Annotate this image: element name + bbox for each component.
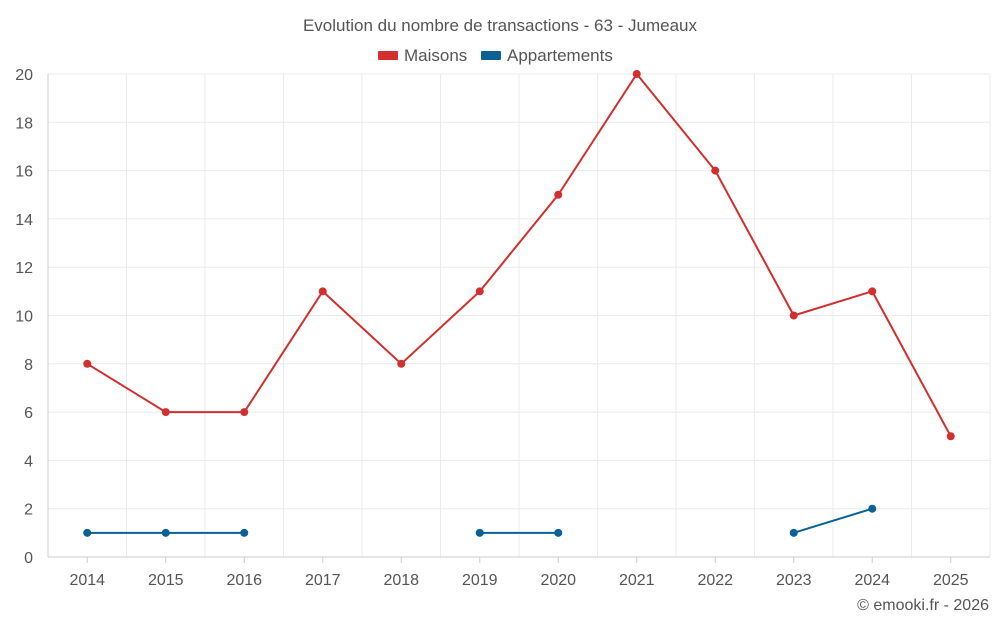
- y-tick-label: 6: [24, 405, 33, 422]
- y-tick-label: 8: [24, 357, 33, 374]
- x-tick-label: 2022: [697, 572, 733, 589]
- x-tick-label: 2024: [854, 572, 890, 589]
- x-tick-label: 2018: [383, 572, 419, 589]
- y-tick-label: 10: [15, 309, 33, 326]
- legend-label-appartements: Appartements: [507, 46, 613, 65]
- data-point-maisons[interactable]: [318, 287, 327, 296]
- data-point-maisons[interactable]: [475, 287, 484, 296]
- data-point-appartements[interactable]: [789, 528, 798, 537]
- legend-swatch-appartements: [481, 51, 501, 60]
- y-tick-label: 16: [15, 164, 33, 181]
- data-point-appartements[interactable]: [868, 504, 877, 513]
- series-maisons: [83, 70, 955, 441]
- x-tick-label: 2014: [69, 572, 105, 589]
- y-tick-label: 4: [24, 453, 33, 470]
- y-axis: 0 2 4 6 8 10 12 14 16 18 20: [15, 67, 49, 567]
- y-tick-label: 14: [15, 212, 33, 229]
- data-point-maisons[interactable]: [554, 190, 563, 199]
- x-tick-label: 2016: [226, 572, 262, 589]
- x-axis: 2014 2015 2016 2017 2018 2019 2020 2021 2022 2023…: [48, 556, 990, 589]
- legend-item-maisons[interactable]: Maisons: [378, 46, 467, 65]
- data-point-maisons[interactable]: [83, 359, 92, 368]
- y-tick-label: 2: [24, 502, 33, 519]
- x-tick-label: 2025: [933, 572, 969, 589]
- data-point-appartements[interactable]: [240, 528, 249, 537]
- series-layer: [83, 70, 955, 537]
- x-tick-label: 2019: [462, 572, 498, 589]
- chart-title: Evolution du nombre de transactions - 63…: [303, 16, 698, 35]
- data-point-maisons[interactable]: [240, 408, 249, 417]
- data-point-appartements[interactable]: [161, 528, 170, 537]
- y-tick-label: 12: [15, 260, 33, 277]
- y-tick-label: 0: [24, 550, 33, 567]
- legend-item-appartements[interactable]: Appartements: [481, 46, 613, 65]
- series-line-maisons: [86, 73, 952, 437]
- legend: Maisons Appartements: [378, 46, 613, 65]
- y-tick-label: 18: [15, 115, 33, 132]
- legend-label-maisons: Maisons: [404, 46, 467, 65]
- credit-text: © emooki.fr - 2026: [857, 597, 989, 614]
- data-point-appartements[interactable]: [83, 528, 92, 537]
- x-tick-label: 2017: [305, 572, 341, 589]
- data-point-maisons[interactable]: [868, 287, 877, 296]
- data-point-maisons[interactable]: [711, 166, 720, 175]
- data-point-maisons[interactable]: [161, 408, 170, 417]
- x-tick-label: 2023: [776, 572, 812, 589]
- y-tick-label: 20: [15, 67, 33, 84]
- series-line-appartements: [793, 507, 873, 534]
- x-tick-label: 2020: [540, 572, 576, 589]
- data-point-maisons[interactable]: [789, 311, 798, 320]
- data-point-maisons[interactable]: [632, 70, 641, 78]
- x-tick-label: 2015: [148, 572, 184, 589]
- legend-swatch-maisons: [378, 51, 398, 60]
- series-appartements: [83, 504, 877, 537]
- data-point-appartements[interactable]: [475, 528, 484, 537]
- grid: [47, 73, 991, 558]
- x-tick-label: 2021: [619, 572, 655, 589]
- data-point-appartements[interactable]: [554, 528, 563, 537]
- data-point-maisons[interactable]: [946, 432, 955, 441]
- data-point-maisons[interactable]: [397, 359, 406, 368]
